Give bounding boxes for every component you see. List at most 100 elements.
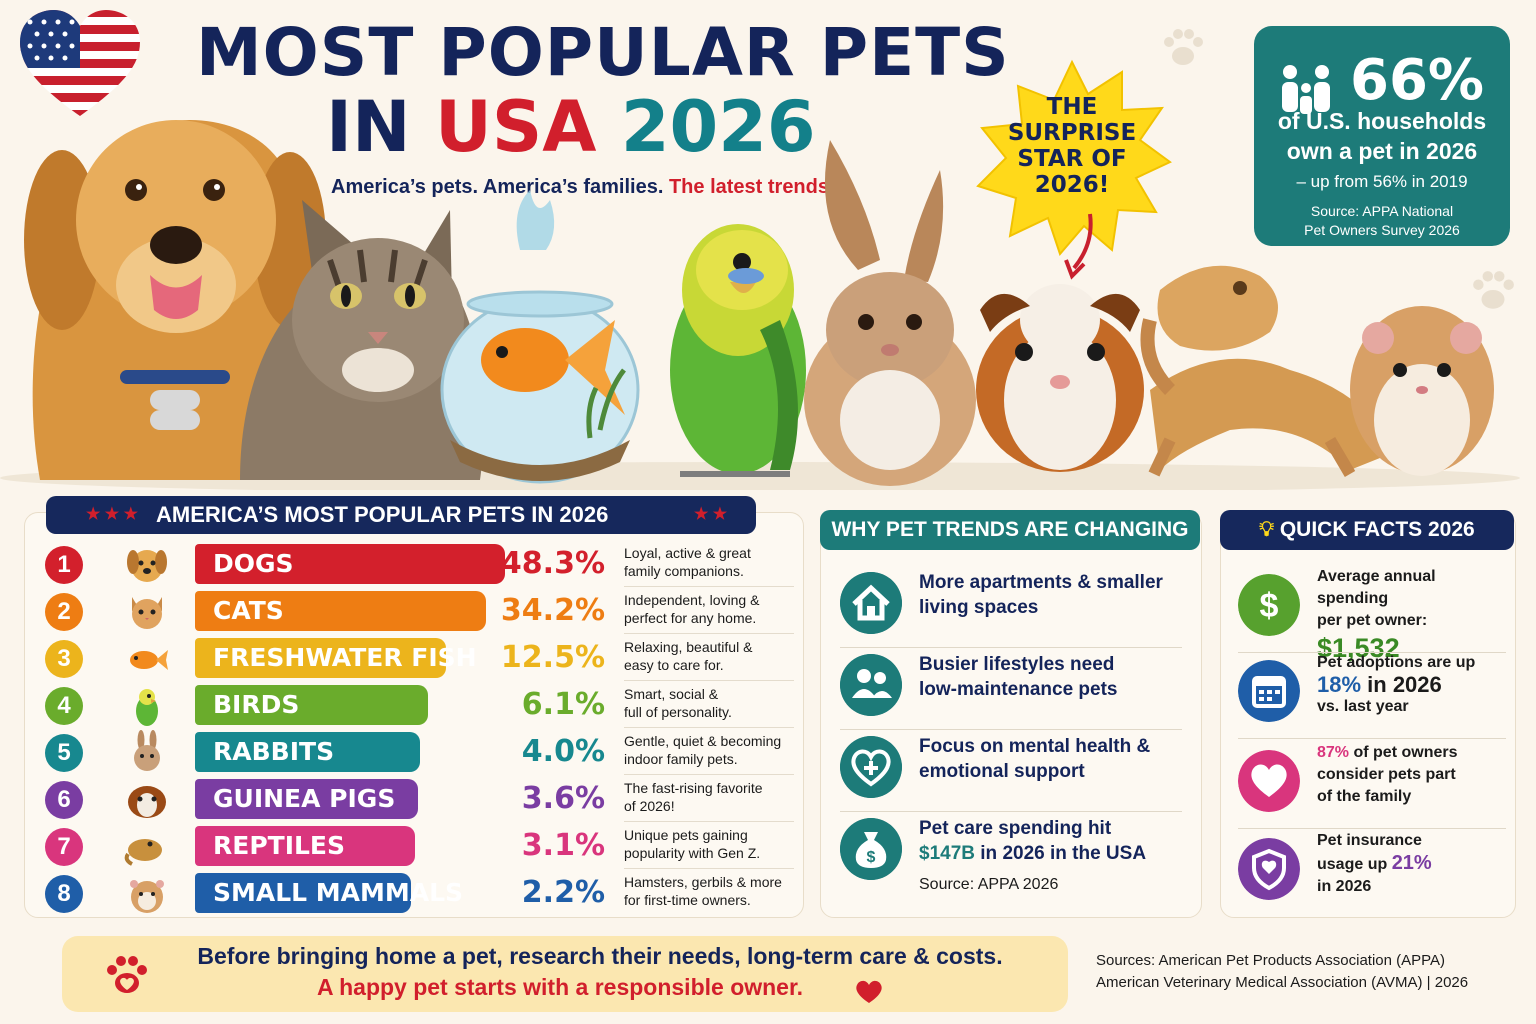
fact-text: Pet adoptions are up 18% in 2026 vs. las… [1317,652,1507,718]
subtitle-part-1: America’s pets. America’s families. [331,176,669,198]
pet-bar: REPTILES [195,826,415,866]
fact-line-3: vs. last year [1317,698,1409,715]
pet-percent: 6.1% [521,687,605,722]
pet-description-line-2: full of personality. [624,704,732,720]
why-item-line-2: low-maintenance pets [919,679,1118,700]
rank-badge: 1 [45,546,83,584]
dog-icon [127,550,167,582]
title-word-year: 2026 [620,86,816,168]
households-source-line-1: Source: APPA National [1310,203,1454,219]
why-item-line-1: More apartments & smaller [919,572,1163,593]
pet-bar: GUINEA PIGS [195,779,418,819]
lightbulb-icon: 💡︎ [1259,518,1280,541]
hamster-icon [130,880,164,913]
divider [624,633,794,634]
fact-text: Pet insurance usage up 21% in 2026 [1317,830,1507,898]
fact-text: Average annual spending per pet owner: $… [1317,566,1507,664]
surprise-star-line-1: THE [1046,94,1098,120]
pet-description-line-1: Unique pets gaining [624,827,748,843]
spending-highlight: $147B [919,843,975,864]
rank-badge: 7 [45,828,83,866]
quick-facts-title-text: QUICK FACTS 2026 [1279,518,1475,541]
divider [840,811,1182,812]
quick-facts-panel-title: 💡︎ QUICK FACTS 2026 [1220,510,1514,550]
fact-line-1: Average annual spending [1317,568,1436,607]
fact-line-3: in 2026 [1317,878,1372,895]
surprise-star-line-3: STAR OF [1017,146,1127,172]
why-item: Focus on mental health & emotional suppor… [840,730,1186,812]
households-line-3: – up from 56% in 2019 [1296,172,1468,191]
responsible-owner-banner [62,936,1068,1012]
why-item-text: Pet care spending hit $147B in 2026 in t… [919,816,1189,897]
rabbit-illustration [804,140,976,486]
footer-tagline: A happy pet starts with a responsible ow… [316,974,804,1000]
pet-row: 8 SMALL MAMMALS 2.2% Hamsters, gerbils & mo… [40,871,800,915]
pet-row: 5 RABBITS 4.0% Gentle, quiet & becoming indo… [40,730,800,775]
fact-line-3: of the family [1317,788,1412,805]
divider [840,647,1182,648]
pet-bar: SMALL MAMMALS [195,873,463,913]
pet-description: Loyal, active & great family companions. [624,544,809,580]
surprise-star-line-2: SURPRISE [1007,120,1137,146]
pet-row: 6 GUINEA PIGS 3.6% The fast-rising favorite… [40,777,800,822]
fact-highlight: 87% [1317,744,1350,761]
fish-icon [130,650,168,670]
pet-percent: 48.3% [500,546,605,581]
goldfish-bowl-illustration [440,190,640,484]
money-bag-icon: $ [840,818,902,880]
divider [624,727,794,728]
shield-icon [1238,838,1300,900]
pet-description: Independent, loving & perfect for any hom… [624,591,809,627]
fact-line-1: Pet insurance [1317,832,1422,849]
guinea-pig-illustration [976,284,1144,472]
divider [1238,828,1506,829]
reptile-icon [124,839,162,866]
why-item-line-1: Focus on mental health & [919,736,1151,757]
divider [1238,652,1506,653]
fact-highlight: 18% [1317,672,1362,697]
bearded-dragon-illustration [1140,265,1400,478]
why-item: More apartments & smaller living spaces [840,566,1186,648]
pet-description-line-2: easy to care for. [624,657,724,673]
pet-description-line-1: Relaxing, beautiful & [624,639,753,655]
pet-description-line-1: Smart, social & [624,686,719,702]
people-icon [840,654,902,716]
pet-description-line-2: for first-time owners. [624,892,751,908]
popular-pets-panel-title: ★ ★ ★ AMERICA’S MOST POPULAR PETS IN 202… [46,496,756,534]
rank-badge: 2 [45,593,83,631]
tabby-cat-illustration [240,200,484,480]
cat-icon [132,597,162,629]
divider [624,774,794,775]
fact-line-2: in 2026 [1361,672,1442,697]
pet-percent: 34.2% [500,593,605,628]
pet-row: 1 DOGS 48.3% Loyal, active & great family co… [40,542,800,587]
why-item-line-2: $147B in 2026 in the USA [919,841,1189,866]
sources-line-1: Sources: American Pet Products Associati… [1096,952,1446,969]
pet-percent: 3.1% [521,828,605,863]
rank-badge: 8 [45,875,83,913]
why-item-text: Busier lifestyles need low-maintenance pe… [919,652,1189,702]
surprise-star-burst-icon [976,59,1172,256]
heart-icon [856,980,882,1003]
pet-percent: 3.6% [521,781,605,816]
paw-print-icon [1164,29,1203,65]
heart-icon [1238,750,1300,812]
pet-bar: RABBITS [195,732,420,772]
pointer-arrow-icon [1064,213,1093,280]
pets-lineup-illustration [0,120,1520,490]
why-item-source: Source: APPA 2026 [919,876,1059,893]
pet-description-line-2: indoor family pets. [624,751,738,767]
households-source: Source: APPA National Pet Owners Survey … [1254,202,1510,240]
pet-percent: 12.5% [500,640,605,675]
stars-decoration-icon: ★ ★ [694,506,728,523]
bird-icon [136,689,158,726]
why-item-line-2: living spaces [919,597,1039,618]
pet-description: Relaxing, beautiful & easy to care for. [624,638,809,674]
title-word-usa: USA [435,86,621,168]
divider [624,821,794,822]
pet-bar: CATS [195,591,486,631]
calendar-icon [1238,660,1300,722]
svg-text:$: $ [867,849,876,866]
fact-item: Pet insurance usage up 21% in 2026 [1238,830,1508,914]
why-trends-panel-title: WHY PET TRENDS ARE CHANGING [820,510,1200,550]
